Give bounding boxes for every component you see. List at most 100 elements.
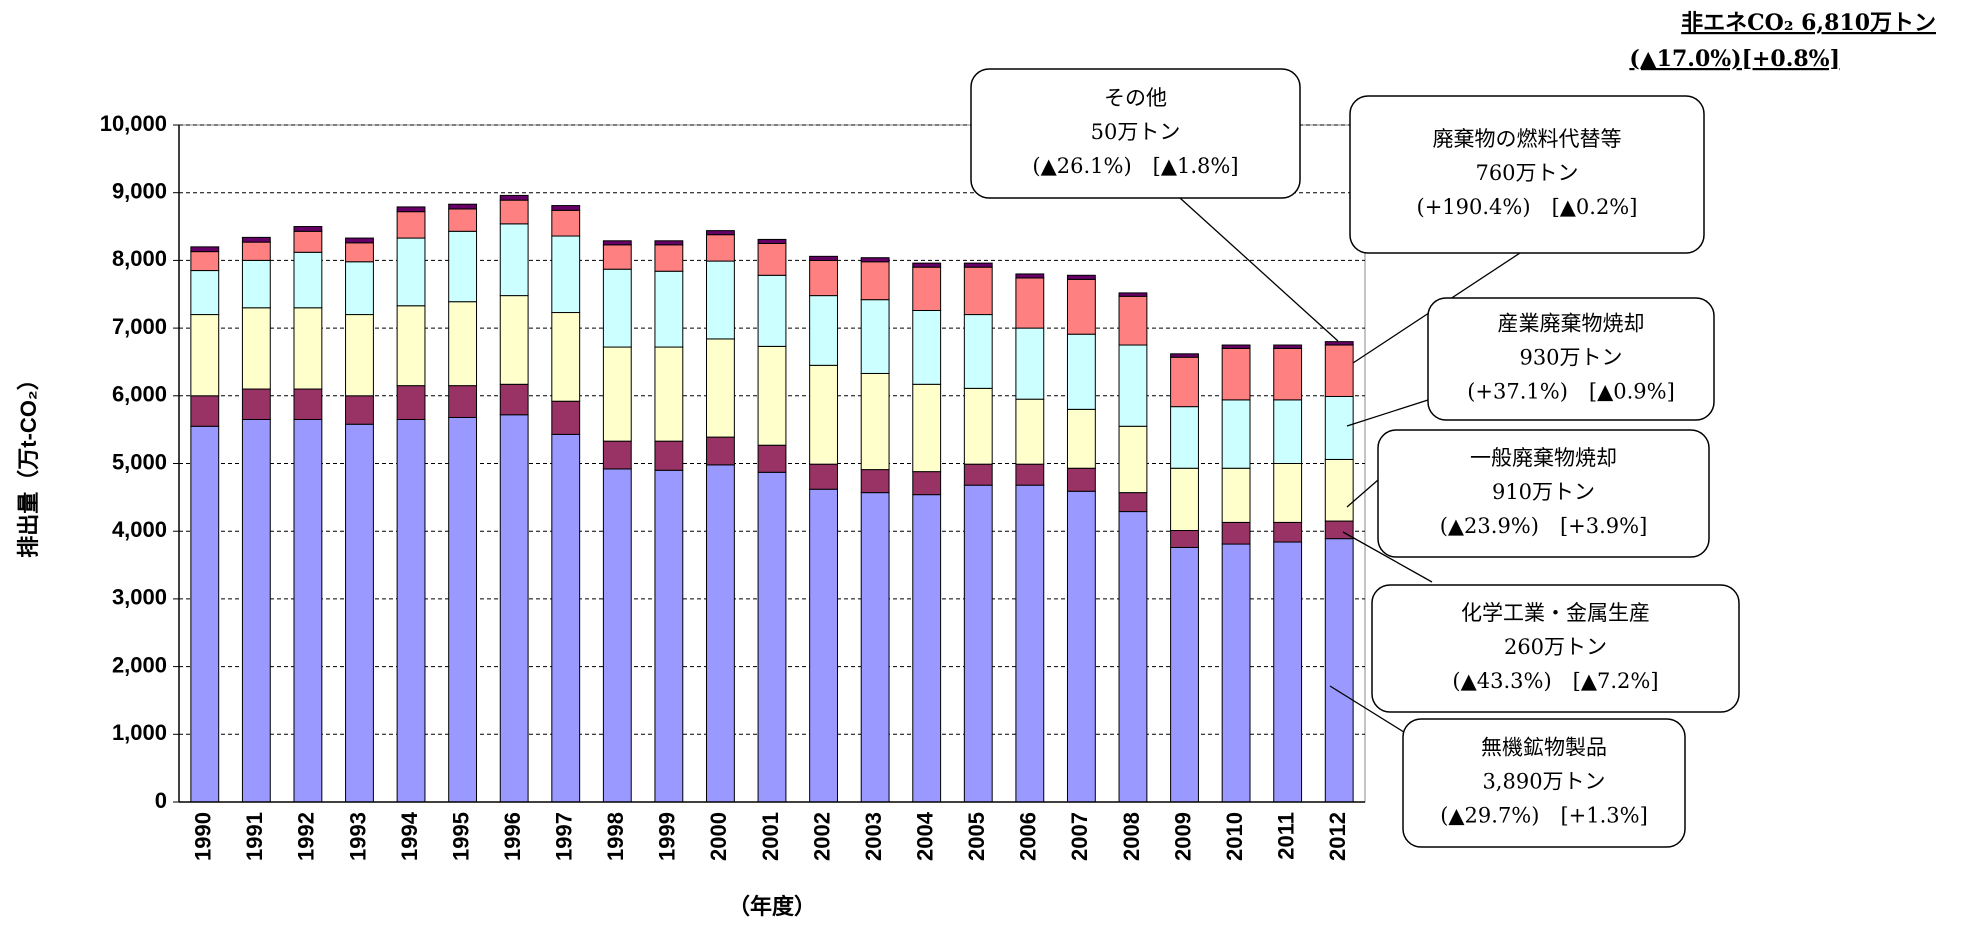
callout-text: 廃棄物の燃料代替等 [1433,127,1622,151]
bar-segment [551,433,581,803]
callout-text: 930万トン [1519,346,1622,370]
bar-segment [499,194,529,201]
bar-segment [1170,356,1199,408]
bar-segment [654,270,684,348]
bar-segment [1273,344,1303,349]
y-tick-label: 4,000 [112,517,167,542]
bar-segment [396,305,426,387]
bar-segment [1066,467,1096,492]
bar-segment [757,242,787,276]
bar-segment [1015,277,1045,329]
bar-segment [293,230,323,253]
callout-text: 50万トン [1091,120,1181,144]
bar-segment [963,314,993,389]
bar-segment [551,312,581,402]
y-tick-label: 2,000 [112,652,167,677]
bar-segment [912,309,942,385]
x-tick-label: 2009 [1170,812,1195,861]
bars [179,124,1365,803]
callout-text: その他 [1104,86,1167,110]
bar-segment [1324,344,1354,397]
y-tick-label: 1,000 [112,720,167,745]
bar-segment [1118,292,1148,297]
bar-segment [1273,541,1303,803]
bar-segment [706,230,735,236]
bar-segment [1015,484,1045,803]
bar-segment [912,266,942,311]
bar-segment [396,385,426,420]
x-tick-label: 1993 [345,812,370,861]
bar-segment [1221,347,1251,401]
bar-segment [241,236,271,243]
bar-segment [706,234,735,262]
bar-segment [190,425,220,803]
bar-segment [602,346,632,442]
x-tick-label: 1998 [603,812,628,861]
bar-segment [1066,278,1096,335]
bar-segment [1066,274,1096,280]
bar-segment [499,199,529,225]
callout-text: (▲23.9%) [+3.9%] [1440,514,1648,538]
bar-segment [1015,398,1045,465]
x-tick-label: 2011 [1273,812,1298,860]
bar-segment [345,237,374,244]
bar-segment [963,463,993,486]
x-tick-label: 2006 [1016,812,1041,861]
bar-segment [860,469,890,494]
bar-segment [860,372,890,471]
bar-segment [345,261,374,316]
bar-segment [757,444,787,473]
bar-segment [860,492,890,803]
bar-segment [293,226,323,232]
callout-text: (▲29.7%) [+1.3%] [1440,804,1648,828]
bar-segment [654,346,684,442]
bar-segment [396,418,426,803]
chart-subtitle: (▲17.0%)[+0.8%] [1629,46,1840,72]
bar-segment [654,244,684,272]
bar-segment [448,230,478,303]
bar-segment [654,469,684,803]
bar-segment [602,244,632,270]
bar-segment [1221,521,1251,545]
x-tick-label: 1994 [397,811,422,861]
x-tick-label: 2002 [809,812,834,861]
bar-segment [1221,543,1251,803]
callout-text: 910万トン [1492,480,1595,504]
bar-segment [809,488,838,803]
bar-segment [345,314,374,397]
x-tick-label: 2005 [964,812,989,861]
bar-segment [190,251,220,272]
x-tick-label: 1990 [191,812,216,861]
bar-segment [190,246,220,253]
callout-text: (+37.1%) [▲0.9%] [1467,380,1675,404]
x-tick-label: 1997 [552,812,577,861]
y-tick-label: 0 [155,788,167,813]
x-tick-label: 2003 [861,812,886,861]
bar-segment [602,440,632,470]
bar-segment [551,400,581,435]
x-tick-label: 1995 [448,812,473,861]
bar-segment [963,266,993,316]
callout-text: 一般廃棄物焼却 [1470,446,1617,470]
x-tick-label: 1991 [242,812,267,861]
bar-segment [1273,463,1303,523]
bar-segment [345,423,374,803]
bar-segment [551,209,581,237]
bar-segment [1170,467,1199,532]
bar-segment [345,395,374,425]
callout-text: 無機鉱物製品 [1481,736,1607,760]
bar-segment [809,364,838,465]
bar-segment [551,235,581,314]
bar-segment [448,416,478,803]
bar-segment [809,255,838,261]
bar-segment [757,345,787,446]
x-tick-label: 2010 [1222,812,1247,861]
callout-text: 260万トン [1504,635,1607,659]
y-tick-label: 3,000 [112,585,167,610]
bar-segment [1118,425,1148,494]
bar-segment [499,223,529,297]
y-tick-label: 7,000 [112,314,167,339]
bar-segment [396,206,426,213]
bar-segment [293,307,323,390]
